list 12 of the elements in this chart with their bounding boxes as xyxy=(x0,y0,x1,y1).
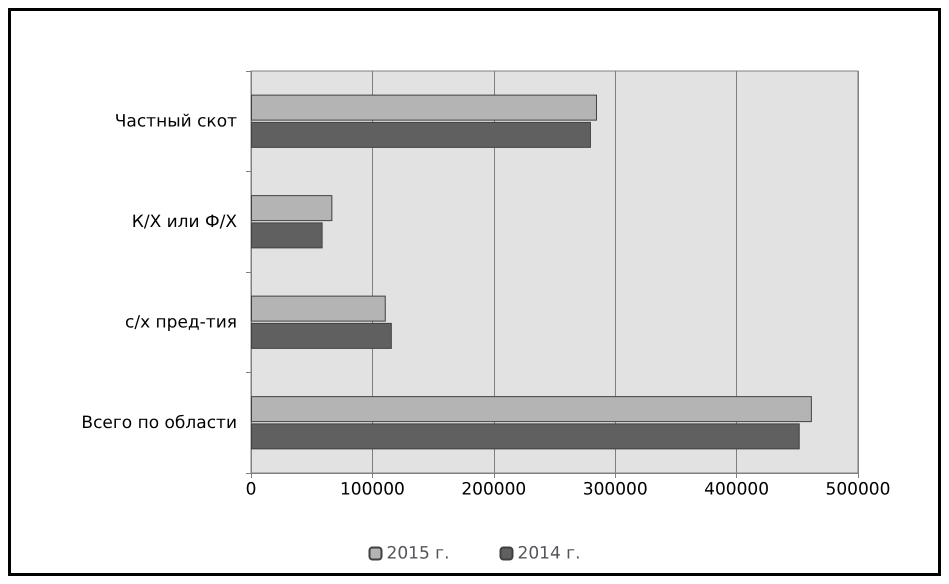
x-tick-label: 200000 xyxy=(461,480,526,500)
y-tick-label: К/Х или Ф/Х xyxy=(132,212,238,232)
x-tick-label: 500000 xyxy=(826,480,890,500)
x-tick-label: 0 xyxy=(246,480,256,500)
y-tick-label: Частный скот xyxy=(114,111,238,132)
y-tick-label: Всего по области xyxy=(81,412,237,433)
legend-label: 2014 г. xyxy=(518,544,581,564)
x-tick-label: 400000 xyxy=(704,480,770,500)
x-tick-label: 100000 xyxy=(340,480,405,500)
legend-label: 2015 г. xyxy=(386,544,450,564)
y-tick-label: с/х пред-тия xyxy=(125,312,237,332)
x-tick-label: 300000 xyxy=(582,480,648,500)
